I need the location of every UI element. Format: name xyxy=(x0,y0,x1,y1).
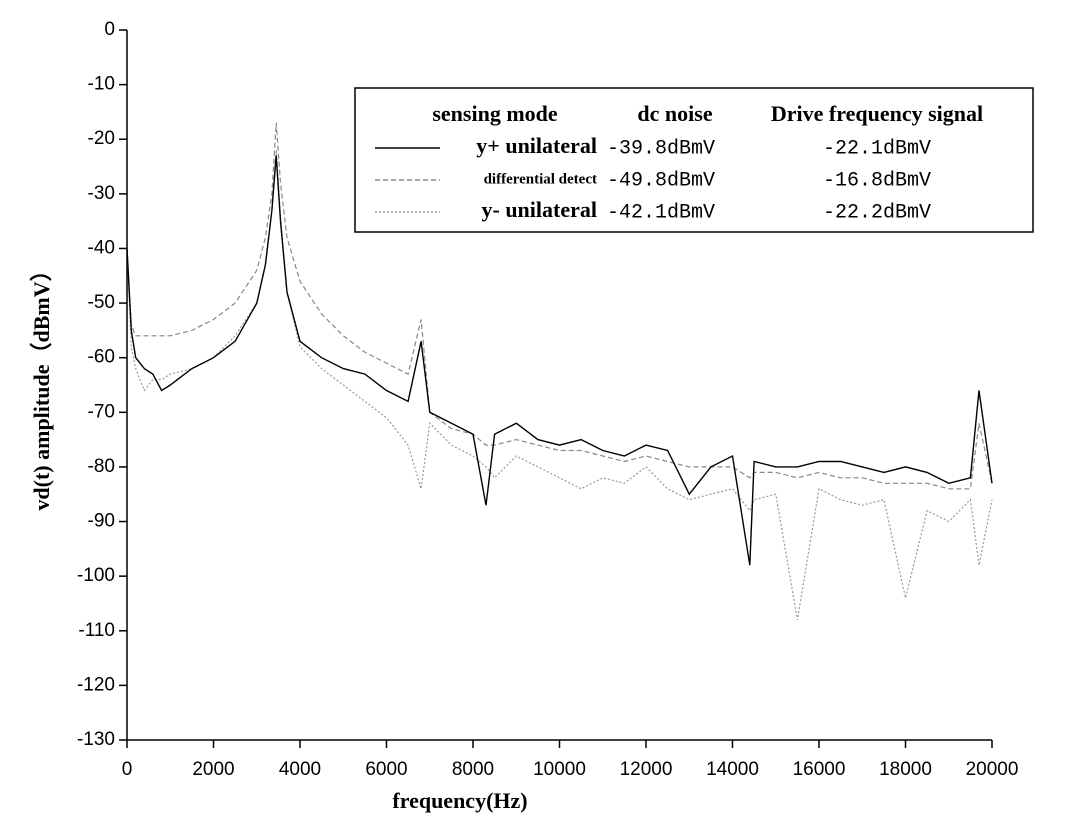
legend-label: y+ unilateral xyxy=(476,133,597,158)
x-tick-label: 0 xyxy=(122,759,133,780)
x-tick-label: 14000 xyxy=(706,759,759,780)
legend-drive-signal: -22.1dBmV xyxy=(823,137,931,160)
y-tick-label: -50 xyxy=(88,292,115,313)
legend-label: differential detect xyxy=(484,171,597,187)
legend-header: dc noise xyxy=(637,101,712,126)
y-tick-label: -60 xyxy=(88,347,115,368)
x-tick-label: 10000 xyxy=(533,759,586,780)
legend-dc-noise: -49.8dBmV xyxy=(607,169,715,192)
y-tick-label: -30 xyxy=(88,183,115,204)
legend-drive-signal: -22.2dBmV xyxy=(823,201,931,224)
y-tick-label: -120 xyxy=(77,674,115,695)
legend-drive-signal: -16.8dBmV xyxy=(823,169,931,192)
x-tick-label: 2000 xyxy=(192,759,234,780)
legend-header: sensing mode xyxy=(432,101,558,126)
legend-dc-noise: -42.1dBmV xyxy=(607,201,715,224)
x-tick-label: 4000 xyxy=(279,759,321,780)
legend-label: y- unilateral xyxy=(482,197,598,222)
y-tick-label: -110 xyxy=(78,620,115,641)
legend-dc-noise: -39.8dBmV xyxy=(607,137,715,160)
series-line xyxy=(126,150,993,620)
y-tick-label: -90 xyxy=(88,511,115,532)
y-tick-label: -70 xyxy=(88,401,115,422)
x-tick-label: 12000 xyxy=(620,759,673,780)
y-tick-label: -40 xyxy=(88,237,115,258)
x-tick-label: 6000 xyxy=(365,759,407,780)
y-tick-label: -130 xyxy=(77,729,115,750)
x-tick-label: 8000 xyxy=(452,759,494,780)
y-tick-label: -100 xyxy=(77,565,115,586)
x-axis-label: frequency(Hz) xyxy=(392,788,527,813)
legend-box xyxy=(354,87,1034,233)
y-axis-label: vd(t) amplitude（dBmV） xyxy=(29,259,54,510)
x-tick-label: 18000 xyxy=(879,759,932,780)
legend-header: Drive frequency signal xyxy=(771,101,983,126)
y-tick-label: -80 xyxy=(88,456,115,477)
y-tick-label: -20 xyxy=(88,128,115,149)
y-tick-label: 0 xyxy=(104,19,115,40)
series-line xyxy=(126,122,993,490)
x-tick-label: 20000 xyxy=(966,759,1019,780)
x-tick-label: 16000 xyxy=(793,759,846,780)
y-tick-label: -10 xyxy=(88,74,115,95)
series-line xyxy=(126,155,993,566)
